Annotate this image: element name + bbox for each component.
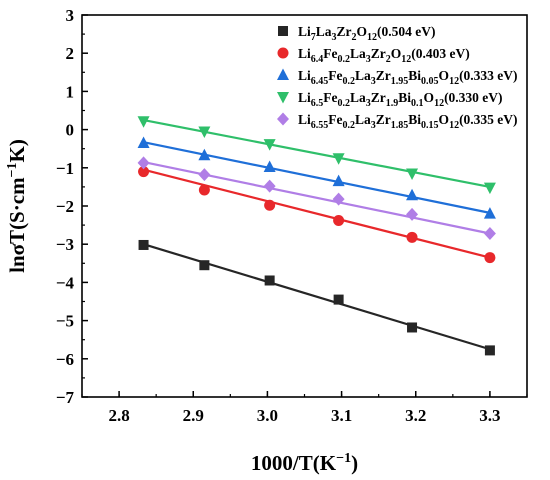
data-point-s3: [483, 207, 496, 219]
x-axis-title: 1000/T(K−1): [251, 451, 358, 475]
data-point-s2: [333, 215, 345, 227]
legend-marker-1: [278, 26, 288, 36]
fit-line-1: [143, 243, 491, 351]
data-point-s1: [199, 260, 210, 271]
data-point-s2: [406, 231, 418, 243]
legend-entry-1: Li7La3Zr2O12(0.504 eV): [298, 24, 436, 43]
data-point-s5: [406, 207, 419, 221]
data-point-s4: [137, 116, 150, 128]
legend-entry-3: Li6.45Fe0.2La3Zr1.95Bi0.05O12(0.333 eV): [298, 68, 518, 87]
data-point-s3: [198, 148, 211, 161]
x-tick-label: 3.0: [257, 406, 278, 425]
fit-line-5: [143, 160, 491, 235]
data-point-s3: [332, 174, 345, 187]
data-point-s1: [407, 322, 418, 333]
data-markers: [137, 116, 496, 356]
data-point-s2: [264, 199, 276, 211]
legend-entry-2: Li6.4Fe0.2La3Zr2O12(0.403 eV): [298, 46, 470, 65]
y-tick-label: −4: [56, 273, 75, 292]
y-tick-label: −3: [56, 235, 74, 254]
data-point-s3: [137, 136, 150, 148]
data-point-s1: [333, 294, 344, 305]
data-point-s5: [263, 179, 276, 193]
data-point-s4: [483, 182, 496, 195]
legend: Li7La3Zr2O12(0.504 eV) Li6.4Fe0.2La3Zr2O1…: [277, 24, 518, 131]
y-tick-label: −2: [56, 197, 74, 216]
y-tick-label: 3: [66, 6, 75, 25]
fit-lines: [143, 118, 491, 351]
y-tick-label: −7: [56, 388, 75, 407]
y-tick-label: 0: [66, 121, 75, 140]
fit-line-3: [143, 141, 491, 214]
data-point-s1: [138, 239, 149, 250]
legend-marker-5: [277, 112, 289, 126]
fit-line-2: [143, 168, 491, 259]
data-point-s5: [137, 156, 150, 170]
data-point-s1: [484, 345, 495, 356]
legend-entry-4: Li6.5Fe0.2La3Zr1.9Bi0.1O12(0.330 eV): [298, 90, 503, 109]
legend-marker-3: [277, 68, 289, 80]
legend-marker-2: [277, 47, 289, 59]
data-point-s5: [332, 192, 345, 206]
legend-marker-4: [277, 92, 289, 104]
data-point-s2: [484, 252, 496, 264]
y-tick-label: −6: [56, 350, 74, 369]
data-point-s4: [406, 168, 419, 181]
data-point-s2: [198, 184, 210, 196]
data-point-s3: [406, 188, 419, 201]
data-point-s4: [332, 153, 345, 165]
data-point-s1: [264, 275, 275, 286]
data-point-s4: [198, 126, 211, 139]
legend-entry-5: Li6.55Fe0.2La3Zr1.85Bi0.15O12(0.335 eV): [298, 112, 518, 131]
y-tick-label: −1: [56, 159, 74, 178]
y-tick-label: −5: [56, 312, 74, 331]
data-point-s4: [263, 139, 276, 151]
x-tick-label: 3.1: [331, 406, 352, 425]
data-point-s5: [483, 227, 496, 241]
y-tick-label: 2: [66, 44, 75, 63]
y-axis-title: lnσT(S·cm−1K): [5, 139, 29, 273]
x-tick-label: 2.9: [183, 406, 204, 425]
x-tick-label: 3.3: [479, 406, 500, 425]
x-tick-label: 2.8: [108, 406, 129, 425]
x-tick-label: 3.2: [405, 406, 426, 425]
data-point-s2: [138, 166, 150, 178]
data-point-s5: [198, 168, 211, 182]
y-tick-label: 1: [66, 82, 75, 101]
data-point-s3: [263, 160, 276, 173]
axis-ticks: 2.8 2.9 3.0 3.1 3.2 3.3 3 2 1 0 −1 −2 −3 −4 −5 −6 −7: [56, 6, 528, 425]
